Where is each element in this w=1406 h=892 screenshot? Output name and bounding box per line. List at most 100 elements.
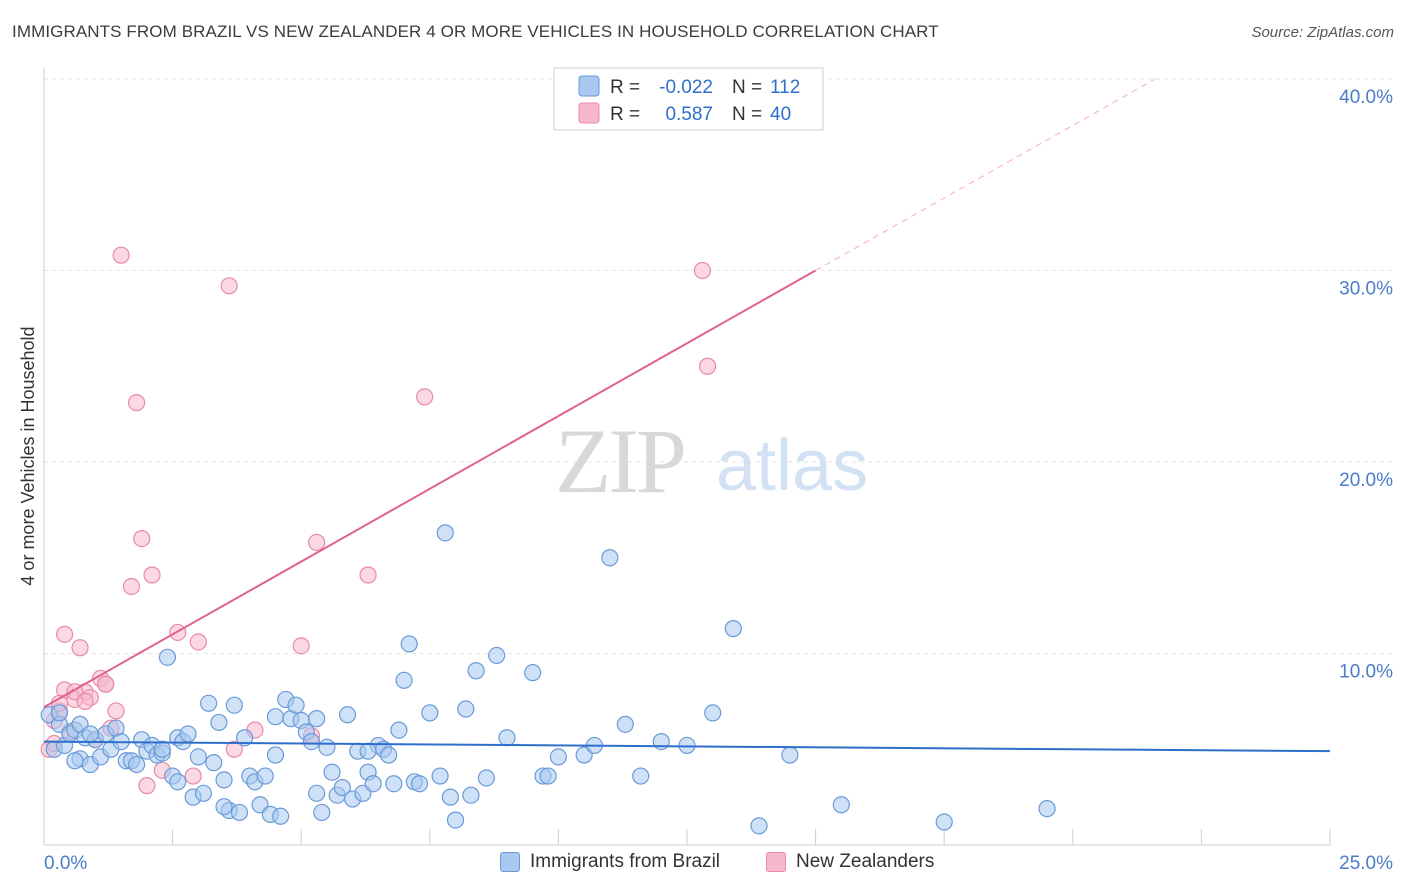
trend-line-nz-extension: [815, 78, 1156, 272]
brazil-point-72: [400, 635, 418, 653]
brazil-point-85: [498, 729, 516, 747]
nz-point-34: [698, 357, 717, 375]
legend-n-label-brazil: N =: [732, 77, 762, 98]
nz-point-39: [97, 675, 115, 693]
x-tick-label-1: 25.0%: [1339, 853, 1393, 874]
legend-label-brazil: Immigrants from Brazil: [530, 851, 721, 872]
brazil-point-102: [935, 813, 953, 831]
brazil-point-106: [153, 740, 171, 758]
brazil-point-110: [308, 710, 326, 728]
brazil-point-32: [194, 784, 213, 802]
brazil-point-108: [266, 708, 285, 726]
brazil-point-70: [390, 721, 408, 739]
watermark-atlas: atlas: [716, 426, 868, 506]
brazil-point-99: [750, 817, 768, 835]
watermark: ZIP atlas: [555, 410, 868, 512]
trend-line-brazil: [43, 740, 1331, 753]
brazil-point-36: [215, 771, 233, 789]
brazil-point-18: [127, 755, 146, 774]
brazil-point-84: [488, 646, 506, 665]
legend-item-nz: New Zealanders: [766, 851, 934, 873]
nz-point-30: [308, 533, 326, 552]
series-new-zealanders-points: [40, 246, 717, 795]
brazil-point-55: [313, 803, 331, 822]
grid-lines: [44, 78, 1395, 654]
brazil-point-104: [50, 704, 69, 722]
trend-lines: [43, 78, 1331, 753]
nz-point-28: [292, 637, 310, 655]
nz-point-14: [107, 702, 125, 720]
legend-swatch-brazil: [578, 75, 600, 97]
nz-point-32: [416, 388, 434, 406]
brazil-point-86: [524, 664, 542, 682]
brazil-point-59: [333, 778, 351, 797]
trend-line-nz: [43, 269, 817, 708]
legend-label-nz: New Zealanders: [796, 851, 935, 872]
nz-point-4: [55, 625, 74, 643]
brazil-point-88: [539, 767, 557, 785]
legend-swatch-nz-bottom: [766, 852, 786, 872]
nz-point-18: [133, 529, 151, 548]
brazil-point-92: [601, 549, 619, 567]
nz-point-15: [112, 246, 130, 264]
y-tick-label-3: 40.0%: [1339, 87, 1393, 108]
brazil-point-93: [616, 715, 634, 733]
y-tick-label-0: 10.0%: [1339, 662, 1393, 683]
brazil-point-101: [832, 796, 850, 814]
series-brazil-points: [40, 524, 1056, 835]
y-tick-label-1: 20.0%: [1339, 470, 1393, 491]
brazil-point-24: [158, 648, 177, 666]
brazil-point-68: [380, 746, 398, 764]
nz-point-26: [225, 740, 243, 758]
brazil-point-111: [81, 725, 99, 743]
brazil-point-44: [256, 767, 274, 785]
brazil-point-29: [179, 725, 197, 743]
brazil-point-26: [169, 773, 187, 791]
nz-point-33: [693, 261, 712, 280]
brazil-point-103: [1038, 800, 1056, 818]
nz-point-7: [71, 639, 89, 657]
brazil-point-65: [364, 775, 382, 793]
legend-item-brazil: Immigrants from Brazil: [500, 851, 720, 873]
brazil-point-97: [704, 704, 722, 722]
brazil-point-53: [302, 732, 321, 751]
brazil-point-38: [225, 696, 243, 714]
brazil-point-77: [436, 524, 454, 542]
legend-r-value-nz: 0.587: [665, 104, 713, 125]
brazil-point-107: [215, 798, 233, 816]
brazil-point-105: [66, 752, 84, 770]
brazil-point-71: [395, 671, 413, 689]
brazil-point-50: [287, 696, 305, 714]
nz-point-16: [122, 577, 141, 596]
y-tick-label-2: 30.0%: [1339, 279, 1393, 300]
y-axis-label: 4 or more Vehicles in Household: [18, 326, 38, 585]
nz-point-38: [76, 692, 94, 710]
watermark-zip: ZIP: [555, 410, 684, 512]
brazil-point-60: [338, 706, 357, 724]
nz-point-25: [220, 277, 238, 295]
brazil-point-34: [205, 754, 223, 772]
brazil-point-35: [210, 713, 228, 732]
brazil-point-75: [421, 704, 439, 722]
brazil-point-100: [781, 746, 799, 764]
brazil-point-33: [200, 694, 218, 712]
brazil-point-69: [385, 775, 403, 793]
legend-swatch-brazil-bottom: [500, 852, 520, 872]
brazil-point-47: [272, 807, 290, 825]
brazil-point-46: [266, 746, 285, 764]
brazil-point-109: [359, 742, 377, 760]
brazil-point-31: [189, 748, 207, 766]
legend-n-value-nz: 40: [770, 104, 791, 125]
nz-point-31: [359, 566, 377, 584]
brazil-point-39: [230, 803, 249, 822]
legend-bottom: Immigrants from Brazil New Zealanders: [0, 851, 1406, 879]
brazil-point-76: [431, 767, 449, 785]
brazil-point-80: [457, 700, 475, 718]
nz-point-23: [184, 767, 202, 785]
brazil-point-57: [323, 763, 341, 781]
brazil-point-40: [236, 729, 254, 747]
brazil-point-83: [477, 769, 495, 787]
nz-point-19: [138, 777, 156, 795]
nz-point-17: [127, 394, 146, 412]
